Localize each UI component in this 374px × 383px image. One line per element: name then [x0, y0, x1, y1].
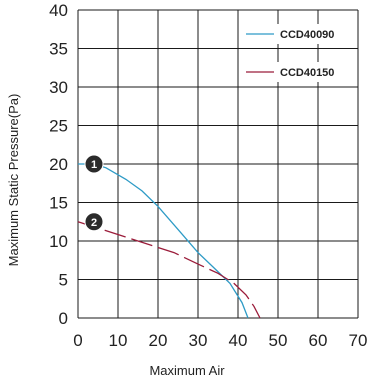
markers-layer: 12	[84, 154, 104, 232]
y-tick-label: 0	[59, 309, 68, 328]
marker-circle-2	[84, 212, 104, 232]
x-axis-label: Maximum Air	[149, 363, 225, 378]
marker-label-1: 1	[91, 159, 97, 171]
y-tick-label: 30	[49, 78, 68, 97]
x-tick-label: 60	[309, 331, 328, 350]
y-tick-label: 20	[49, 155, 68, 174]
series-line-ccd40090	[78, 163, 249, 319]
chart-grid	[77, 9, 359, 319]
x-tick-label: 0	[73, 331, 82, 350]
marker-label-2: 2	[91, 217, 97, 229]
y-tick-label: 35	[49, 40, 68, 59]
y-tick-label: 10	[49, 232, 68, 251]
y-tick-label: 15	[49, 194, 68, 213]
x-tick-label: 50	[269, 331, 288, 350]
x-tick-label: 40	[229, 331, 248, 350]
series-layer	[77, 163, 261, 319]
x-tick-label: 30	[189, 331, 208, 350]
marker-circle-1	[84, 154, 104, 174]
legend: CCD40090 CCD40150	[244, 24, 356, 82]
legend-item-bg	[244, 24, 356, 44]
y-tick-label: 25	[49, 117, 68, 136]
y-tick-label: 40	[49, 1, 68, 20]
legend-label-ccd40090: CCD40090	[280, 29, 334, 41]
y-axis-label: Maximum Static Pressure(Pa)	[6, 94, 21, 267]
series-line-ccd40150	[77, 221, 261, 319]
x-tick-label: 10	[109, 331, 128, 350]
x-tick-label: 20	[149, 331, 168, 350]
y-tick-label: 5	[59, 271, 68, 290]
legend-label-ccd40150: CCD40150	[280, 67, 334, 79]
ticks-layer: 0 10 20 30 40 50 60 70 0 5 10 15 20 25 30 35 40	[49, 1, 367, 350]
legend-item-bg	[244, 62, 356, 82]
x-tick-label: 70	[349, 331, 368, 350]
